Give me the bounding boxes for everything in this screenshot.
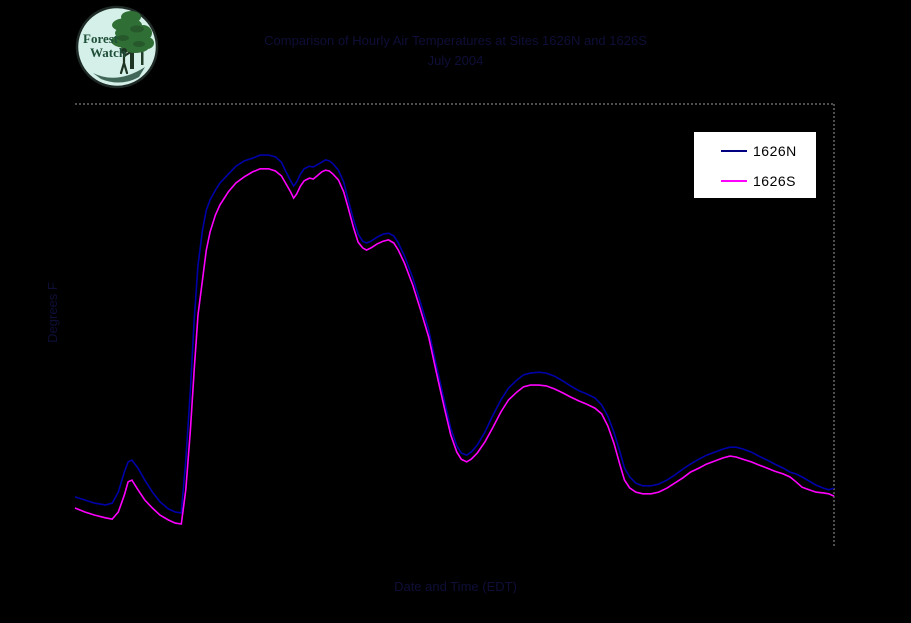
series-lines (74, 154, 835, 525)
logo-foliage-shadow (117, 25, 145, 47)
legend-box: 1626N 1626S (693, 131, 817, 199)
x-axis-label: Date and Time (EDT) (394, 579, 517, 594)
logo-person (119, 48, 131, 75)
legend-line-swatch-south (721, 180, 747, 182)
chart-title-line2: July 2004 (427, 53, 484, 68)
series-line-1626N (74, 154, 835, 514)
legend-line-swatch-north (721, 150, 747, 152)
logo-word-forest: Forest (83, 31, 119, 46)
legend-entry-south: 1626S (694, 171, 816, 191)
series-line-1626S (74, 168, 835, 525)
logo-word-watch: Watch (90, 45, 127, 60)
legend-label-south: 1626S (753, 173, 796, 189)
legend-entry-north: 1626N (694, 141, 816, 161)
legend-label-north: 1626N (753, 143, 797, 159)
logo-ground (93, 67, 145, 83)
forest-watch-logo: Forest Watch (75, 5, 159, 89)
chart-title-line1: Comparison of Hourly Air Temperatures at… (264, 33, 647, 48)
